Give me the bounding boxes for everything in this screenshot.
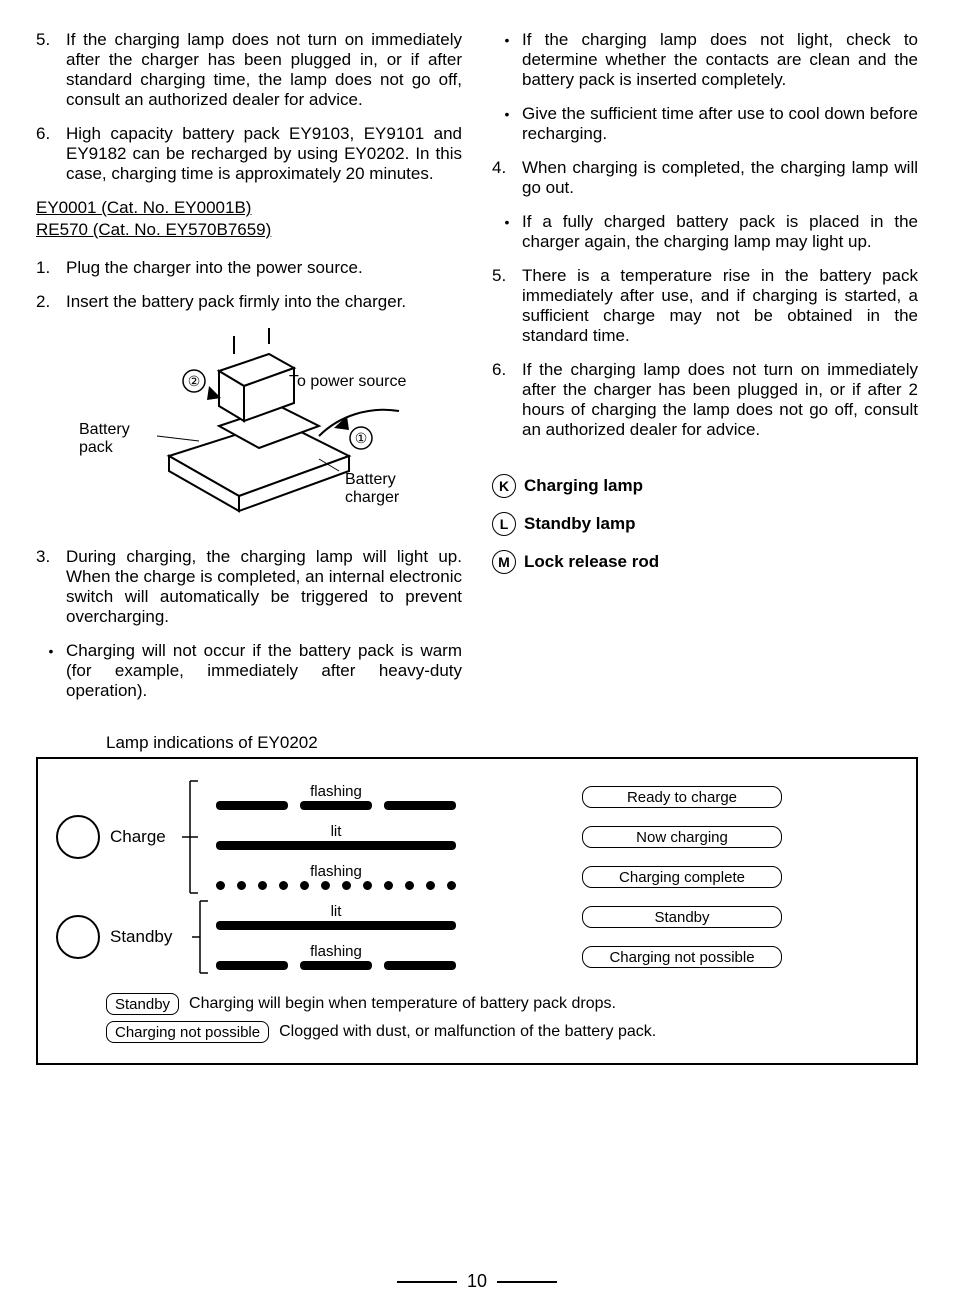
item-number: 5. xyxy=(492,266,522,346)
note-pill: Standby xyxy=(106,993,179,1015)
item-text: Give the sufficient time after use to co… xyxy=(522,104,918,144)
charge-lamp-icon xyxy=(56,815,100,859)
svg-text:charger: charger xyxy=(345,489,400,506)
legend-letter-icon: L xyxy=(492,512,516,536)
legend-label: Standby lamp xyxy=(524,514,635,534)
lamp-caption: flashing xyxy=(310,784,362,799)
status-pill: Ready to charge xyxy=(582,786,782,808)
legend-charging-lamp: K Charging lamp xyxy=(492,474,918,498)
bar-flashing-icon xyxy=(216,801,456,810)
item-number: 4. xyxy=(492,158,522,198)
fig-label-battery-charger: Battery xyxy=(345,471,396,488)
bar-lit-icon xyxy=(216,841,456,850)
left-column: 5. If the charging lamp does not turn on… xyxy=(36,30,462,715)
bullet-item: • If the charging lamp does not light, c… xyxy=(492,30,918,90)
item-text: If the charging lamp does not light, che… xyxy=(522,30,918,90)
item-text: Plug the charger into the power source. xyxy=(66,258,462,278)
lamp-row: flashing Charging not possible xyxy=(56,937,898,977)
note-pill: Charging not possible xyxy=(106,1021,269,1043)
bullet-icon: • xyxy=(492,30,522,90)
bullet-icon: • xyxy=(36,641,66,701)
lamp-notes: Standby Charging will begin when tempera… xyxy=(56,993,898,1043)
lamp-caption: flashing xyxy=(310,944,362,959)
legend-lock-release-rod: M Lock release rod xyxy=(492,550,918,574)
list-item: 4. When charging is completed, the charg… xyxy=(492,158,918,198)
item-number: 3. xyxy=(36,547,66,627)
lamp-caption: lit xyxy=(331,824,342,839)
standby-lamp-icon xyxy=(56,915,100,959)
page-number: 10 xyxy=(0,1271,954,1292)
item-text: High capacity battery pack EY9103, EY910… xyxy=(66,124,462,184)
list-item: 6. If the charging lamp does not turn on… xyxy=(492,360,918,440)
bullet-icon: • xyxy=(492,104,522,144)
item-number: 6. xyxy=(492,360,522,440)
right-column: • If the charging lamp does not light, c… xyxy=(492,30,918,715)
bullet-item: • If a fully charged battery pack is pla… xyxy=(492,212,918,252)
list-item: 6. High capacity battery pack EY9103, EY… xyxy=(36,124,462,184)
charger-diagram: ② ① To power source Battery pack Battery… xyxy=(36,326,462,531)
lamp-caption: lit xyxy=(331,904,342,919)
item-text: Charging will not occur if the battery p… xyxy=(66,641,462,701)
item-text: There is a temperature rise in the batte… xyxy=(522,266,918,346)
item-number: 2. xyxy=(36,292,66,312)
item-number: 1. xyxy=(36,258,66,278)
status-pill: Charging not possible xyxy=(582,946,782,968)
note-text: Charging will begin when temperature of … xyxy=(189,995,616,1013)
lamp-title: Lamp indications of EY0202 xyxy=(106,733,918,753)
fig-label-power: To power source xyxy=(289,373,406,390)
legend-letter-icon: M xyxy=(492,550,516,574)
list-item: 5. If the charging lamp does not turn on… xyxy=(36,30,462,110)
bullet-item: • Charging will not occur if the battery… xyxy=(36,641,462,701)
lamp-indications-section: Lamp indications of EY0202 Charge Standb… xyxy=(36,733,918,1065)
bar-flashing-icon xyxy=(216,961,456,970)
lamp-row: lit Standby xyxy=(56,897,898,937)
lamp-box: Charge Standby flashing Re xyxy=(36,757,918,1065)
charge-label: Charge xyxy=(110,827,166,847)
bullet-item: • Give the sufficient time after use to … xyxy=(492,104,918,144)
list-item: 3. During charging, the charging lamp wi… xyxy=(36,547,462,627)
item-text: During charging, the charging lamp will … xyxy=(66,547,462,627)
item-text: If a fully charged battery pack is place… xyxy=(522,212,918,252)
legend-label: Charging lamp xyxy=(524,476,643,496)
bullet-icon: • xyxy=(492,212,522,252)
standby-label: Standby xyxy=(110,927,172,947)
legend-standby-lamp: L Standby lamp xyxy=(492,512,918,536)
status-pill: Now charging xyxy=(582,826,782,848)
item-text: If the charging lamp does not turn on im… xyxy=(66,30,462,110)
svg-text:pack: pack xyxy=(79,439,114,456)
item-number: 5. xyxy=(36,30,66,110)
item-text: When charging is completed, the charging… xyxy=(522,158,918,198)
status-pill: Standby xyxy=(582,906,782,928)
catalog-ref: EY0001 (Cat. No. EY0001B) xyxy=(36,198,462,218)
legend-letter-icon: K xyxy=(492,474,516,498)
legend-label: Lock release rod xyxy=(524,552,659,572)
lamp-caption: flashing xyxy=(310,864,362,879)
list-item: 2. Insert the battery pack firmly into t… xyxy=(36,292,462,312)
note-text: Clogged with dust, or malfunction of the… xyxy=(279,1023,656,1041)
bar-dots-icon xyxy=(216,881,456,890)
fig-num-1: ① xyxy=(355,430,368,446)
catalog-ref: RE570 (Cat. No. EY570B7659) xyxy=(36,220,462,240)
item-text: If the charging lamp does not turn on im… xyxy=(522,360,918,440)
list-item: 5. There is a temperature rise in the ba… xyxy=(492,266,918,346)
status-pill: Charging complete xyxy=(582,866,782,888)
fig-label-battery-pack: Battery xyxy=(79,421,130,438)
item-text: Insert the battery pack firmly into the … xyxy=(66,292,462,312)
item-number: 6. xyxy=(36,124,66,184)
fig-num-2: ② xyxy=(188,373,201,389)
bar-lit-icon xyxy=(216,921,456,930)
list-item: 1. Plug the charger into the power sourc… xyxy=(36,258,462,278)
